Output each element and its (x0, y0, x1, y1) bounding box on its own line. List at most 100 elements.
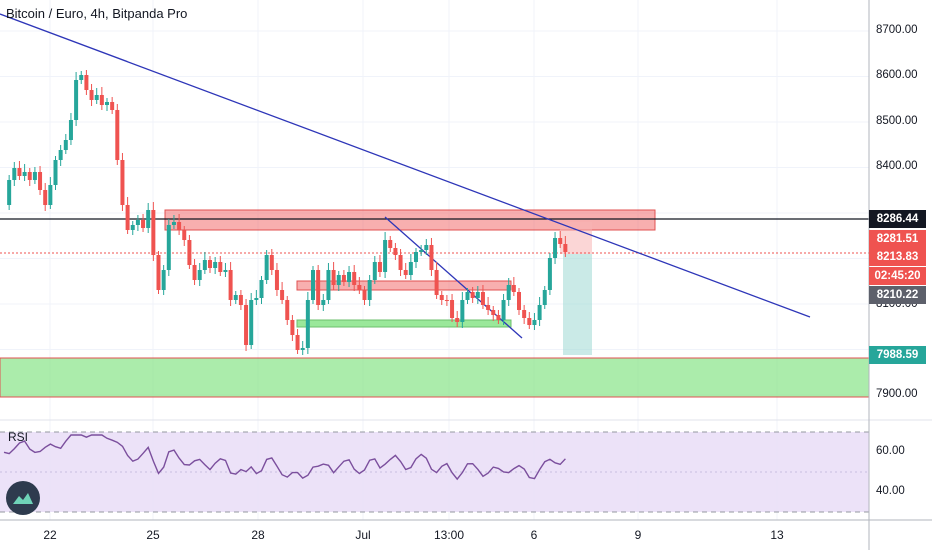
price-tick-label: 8600.00 (876, 69, 918, 81)
candle-body (455, 318, 460, 322)
candle-body (27, 172, 32, 180)
candle-body (43, 190, 48, 205)
candle-body (496, 315, 501, 320)
candle-body (187, 240, 192, 265)
candle-body (553, 238, 558, 258)
candle-body (141, 220, 146, 228)
candle-body (362, 290, 367, 300)
rsi-line (3, 434, 566, 481)
candle-body (321, 300, 326, 305)
candle-body (532, 320, 537, 325)
candle-body (12, 168, 17, 180)
candle-body (331, 270, 336, 285)
price-tick-label: 7900.00 (876, 388, 918, 400)
candle-body (434, 270, 439, 295)
candle-body (161, 270, 166, 290)
main-trendline (0, 13, 811, 318)
candle-body (341, 275, 346, 282)
candle-body (280, 290, 285, 300)
price-tick-label: 8700.00 (876, 24, 918, 36)
candle-body (244, 305, 249, 345)
candle-body (486, 305, 491, 310)
candle-body (398, 255, 403, 270)
candle-body (393, 248, 398, 255)
candle-body (171, 222, 176, 225)
candle-body (125, 205, 130, 230)
candle-body (372, 262, 377, 280)
time-axis-label: 25 (146, 528, 160, 542)
time-axis-label: 22 (43, 528, 57, 542)
candle-body (151, 210, 156, 255)
candle-body (357, 285, 362, 290)
candle-body (79, 75, 84, 80)
candle-body (347, 272, 352, 282)
candle-body (563, 244, 568, 252)
candle-body (383, 240, 388, 272)
candle-body (285, 300, 290, 320)
candle-body (367, 280, 372, 300)
candle-body (192, 265, 197, 280)
candle-body (213, 262, 218, 268)
time-axis-label: 9 (634, 528, 642, 542)
candle-body (300, 348, 305, 350)
time-axis-label: 13:00 (433, 528, 465, 542)
candle-body (424, 245, 429, 250)
candle-body (444, 300, 449, 301)
candle-body (120, 160, 125, 205)
rsi-tick-label: 40.00 (876, 485, 905, 497)
candle-body (491, 310, 496, 315)
candle-body (429, 245, 434, 270)
candle-body (475, 292, 480, 298)
candle-body (254, 298, 259, 300)
candle-body (501, 300, 506, 320)
tradingview-logo-icon[interactable] (6, 481, 40, 515)
candle-body (156, 255, 161, 290)
candle-body (506, 285, 511, 300)
candle-body (53, 160, 58, 185)
candle-body (197, 270, 202, 280)
candle-body (414, 252, 418, 262)
candle-body (89, 90, 94, 100)
candle-body (223, 270, 228, 272)
candle-body (249, 300, 254, 345)
price-tick-label: 8500.00 (876, 115, 918, 127)
candle-body (74, 80, 79, 120)
mid-support-zone (296, 319, 512, 328)
support-zone (0, 357, 870, 398)
mid-resistance-zone (296, 280, 512, 291)
candle-body (542, 290, 547, 305)
candle-body (403, 270, 408, 275)
candle-body (465, 292, 470, 300)
candle-body (238, 295, 243, 305)
candle-body (218, 262, 223, 272)
candle-body (166, 225, 171, 270)
candle-body (547, 258, 552, 290)
candle-body (450, 300, 455, 318)
candle-body (22, 172, 27, 176)
candle-body (517, 292, 521, 310)
candle-body (202, 260, 207, 270)
candle-body (38, 172, 43, 190)
price-tag-current: 8213.83 (869, 248, 926, 266)
candle-body (408, 262, 413, 275)
candle-body (295, 335, 300, 350)
candle-body (352, 272, 357, 285)
candle-body (419, 250, 424, 252)
candle-body (274, 270, 279, 290)
candle-body (94, 95, 99, 100)
candle-body (290, 320, 295, 335)
candle-body (388, 240, 393, 248)
candle-body (305, 300, 310, 348)
time-axis-label: 28 (251, 528, 265, 542)
candle-body (177, 222, 182, 230)
candle-body (537, 305, 542, 320)
price-tag-support: 7988.59 (869, 346, 926, 364)
candle-body (316, 270, 321, 305)
candle-body (259, 280, 264, 298)
price-tag-target: 8210.22 (869, 286, 926, 304)
candle-body (522, 310, 527, 318)
candle-body (48, 185, 53, 205)
candle-body (7, 180, 12, 205)
